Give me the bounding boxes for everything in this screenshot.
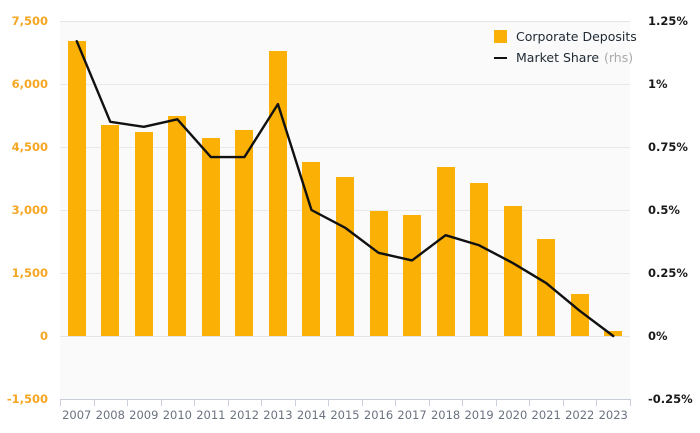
bar	[369, 210, 388, 336]
x-axis-tick-label: 2018	[430, 408, 461, 422]
bar	[470, 183, 489, 336]
y-axis-left-tick-label: 7,500	[11, 14, 48, 28]
gridline	[60, 21, 630, 22]
x-axis-tick-label: 2013	[263, 408, 293, 422]
legend-color-swatch-icon	[494, 30, 507, 43]
bar	[302, 161, 321, 336]
x-axis-tick-label: 2023	[598, 408, 628, 422]
x-axis-tick-label: 2010	[162, 408, 192, 422]
bar	[268, 51, 287, 336]
bar	[570, 294, 589, 336]
y-axis-right-tick-label: 0.75%	[648, 140, 688, 154]
x-axis-tick	[261, 399, 263, 406]
legend-label: Market Share	[516, 50, 600, 65]
bar	[67, 41, 86, 336]
x-axis-tick-label: 2016	[363, 408, 394, 422]
legend-item-market-share[interactable]: Market Share (rhs)	[494, 47, 637, 68]
x-axis-tick-label: 2022	[565, 408, 595, 422]
x-axis-tick-label: 2011	[196, 408, 226, 422]
bar-series-corporate-deposits	[60, 21, 630, 399]
x-axis-tick	[361, 399, 363, 406]
x-axis-tick	[127, 399, 129, 406]
x-axis-tick-label: 2008	[95, 408, 125, 422]
x-axis-tick-label: 2019	[464, 408, 494, 422]
y-axis-right-tick-label: 1%	[648, 77, 668, 91]
chart-legend: Corporate Deposits Market Share (rhs)	[494, 26, 637, 68]
y-axis-right-tick-label: 1.25%	[648, 14, 688, 28]
x-axis-tick	[194, 399, 196, 406]
y-axis-right-tick-label: -0.25%	[648, 392, 693, 406]
y-axis-left-tick-label: -1,500	[6, 392, 48, 406]
bar	[101, 125, 120, 336]
legend-label: Corporate Deposits	[516, 29, 637, 44]
x-axis-tick	[630, 399, 631, 406]
x-axis-tick	[562, 399, 564, 406]
legend-label-suffix: (rhs)	[604, 50, 634, 65]
x-axis-tick	[328, 399, 330, 406]
y-axis-left-tick-label: 3,000	[11, 203, 48, 217]
y-axis-left-tick-label: 0	[39, 329, 48, 343]
bar	[336, 176, 354, 336]
gridline	[60, 147, 630, 148]
x-axis-tick	[462, 399, 464, 406]
x-axis-tick-label: 2015	[330, 408, 360, 422]
x-axis-tick	[395, 399, 397, 406]
x-axis-tick-label: 2020	[498, 408, 528, 422]
bar	[168, 115, 187, 336]
y-axis-left-tick-label: 6,000	[11, 77, 48, 91]
x-axis-tick	[160, 399, 162, 406]
x-axis-tick	[93, 399, 95, 406]
gridline	[60, 84, 630, 85]
bar	[403, 214, 422, 336]
x-axis-line	[60, 399, 630, 400]
y-axis-left-tick-label: 4,500	[11, 140, 48, 154]
x-axis-tick-label: 2009	[129, 408, 159, 422]
x-axis-tick	[60, 399, 61, 406]
line-series-market-share	[60, 21, 630, 399]
x-axis-tick	[596, 399, 598, 406]
y-axis-right-tick-label: 0.5%	[648, 203, 680, 217]
x-axis-tick	[529, 399, 531, 406]
y-axis-right-tick-label: 0.25%	[648, 266, 688, 280]
x-axis-tick	[294, 399, 296, 406]
market-share-line	[75, 39, 615, 338]
x-axis-tick-label: 2021	[531, 408, 561, 422]
x-axis-tick	[227, 399, 229, 406]
bar	[201, 137, 220, 336]
gridline	[60, 336, 630, 337]
x-axis-tick	[495, 399, 497, 406]
y-axis-right-tick-label: 0%	[648, 329, 668, 343]
x-axis-tick	[428, 399, 430, 406]
x-axis-tick-label: 2014	[296, 408, 327, 422]
legend-item-corporate-deposits[interactable]: Corporate Deposits	[494, 26, 637, 47]
x-axis-tick-label: 2017	[397, 408, 427, 422]
bar	[235, 130, 254, 336]
legend-line-swatch-icon	[494, 51, 507, 64]
x-axis-tick-label: 2012	[229, 408, 260, 422]
x-axis-tick-label: 2007	[62, 408, 92, 422]
plot-area	[60, 21, 630, 400]
bar	[134, 131, 153, 336]
bar	[537, 238, 556, 336]
bar	[436, 166, 455, 336]
bar	[503, 206, 522, 336]
y-axis-left-tick-label: 1,500	[11, 266, 48, 280]
bar	[604, 330, 623, 336]
